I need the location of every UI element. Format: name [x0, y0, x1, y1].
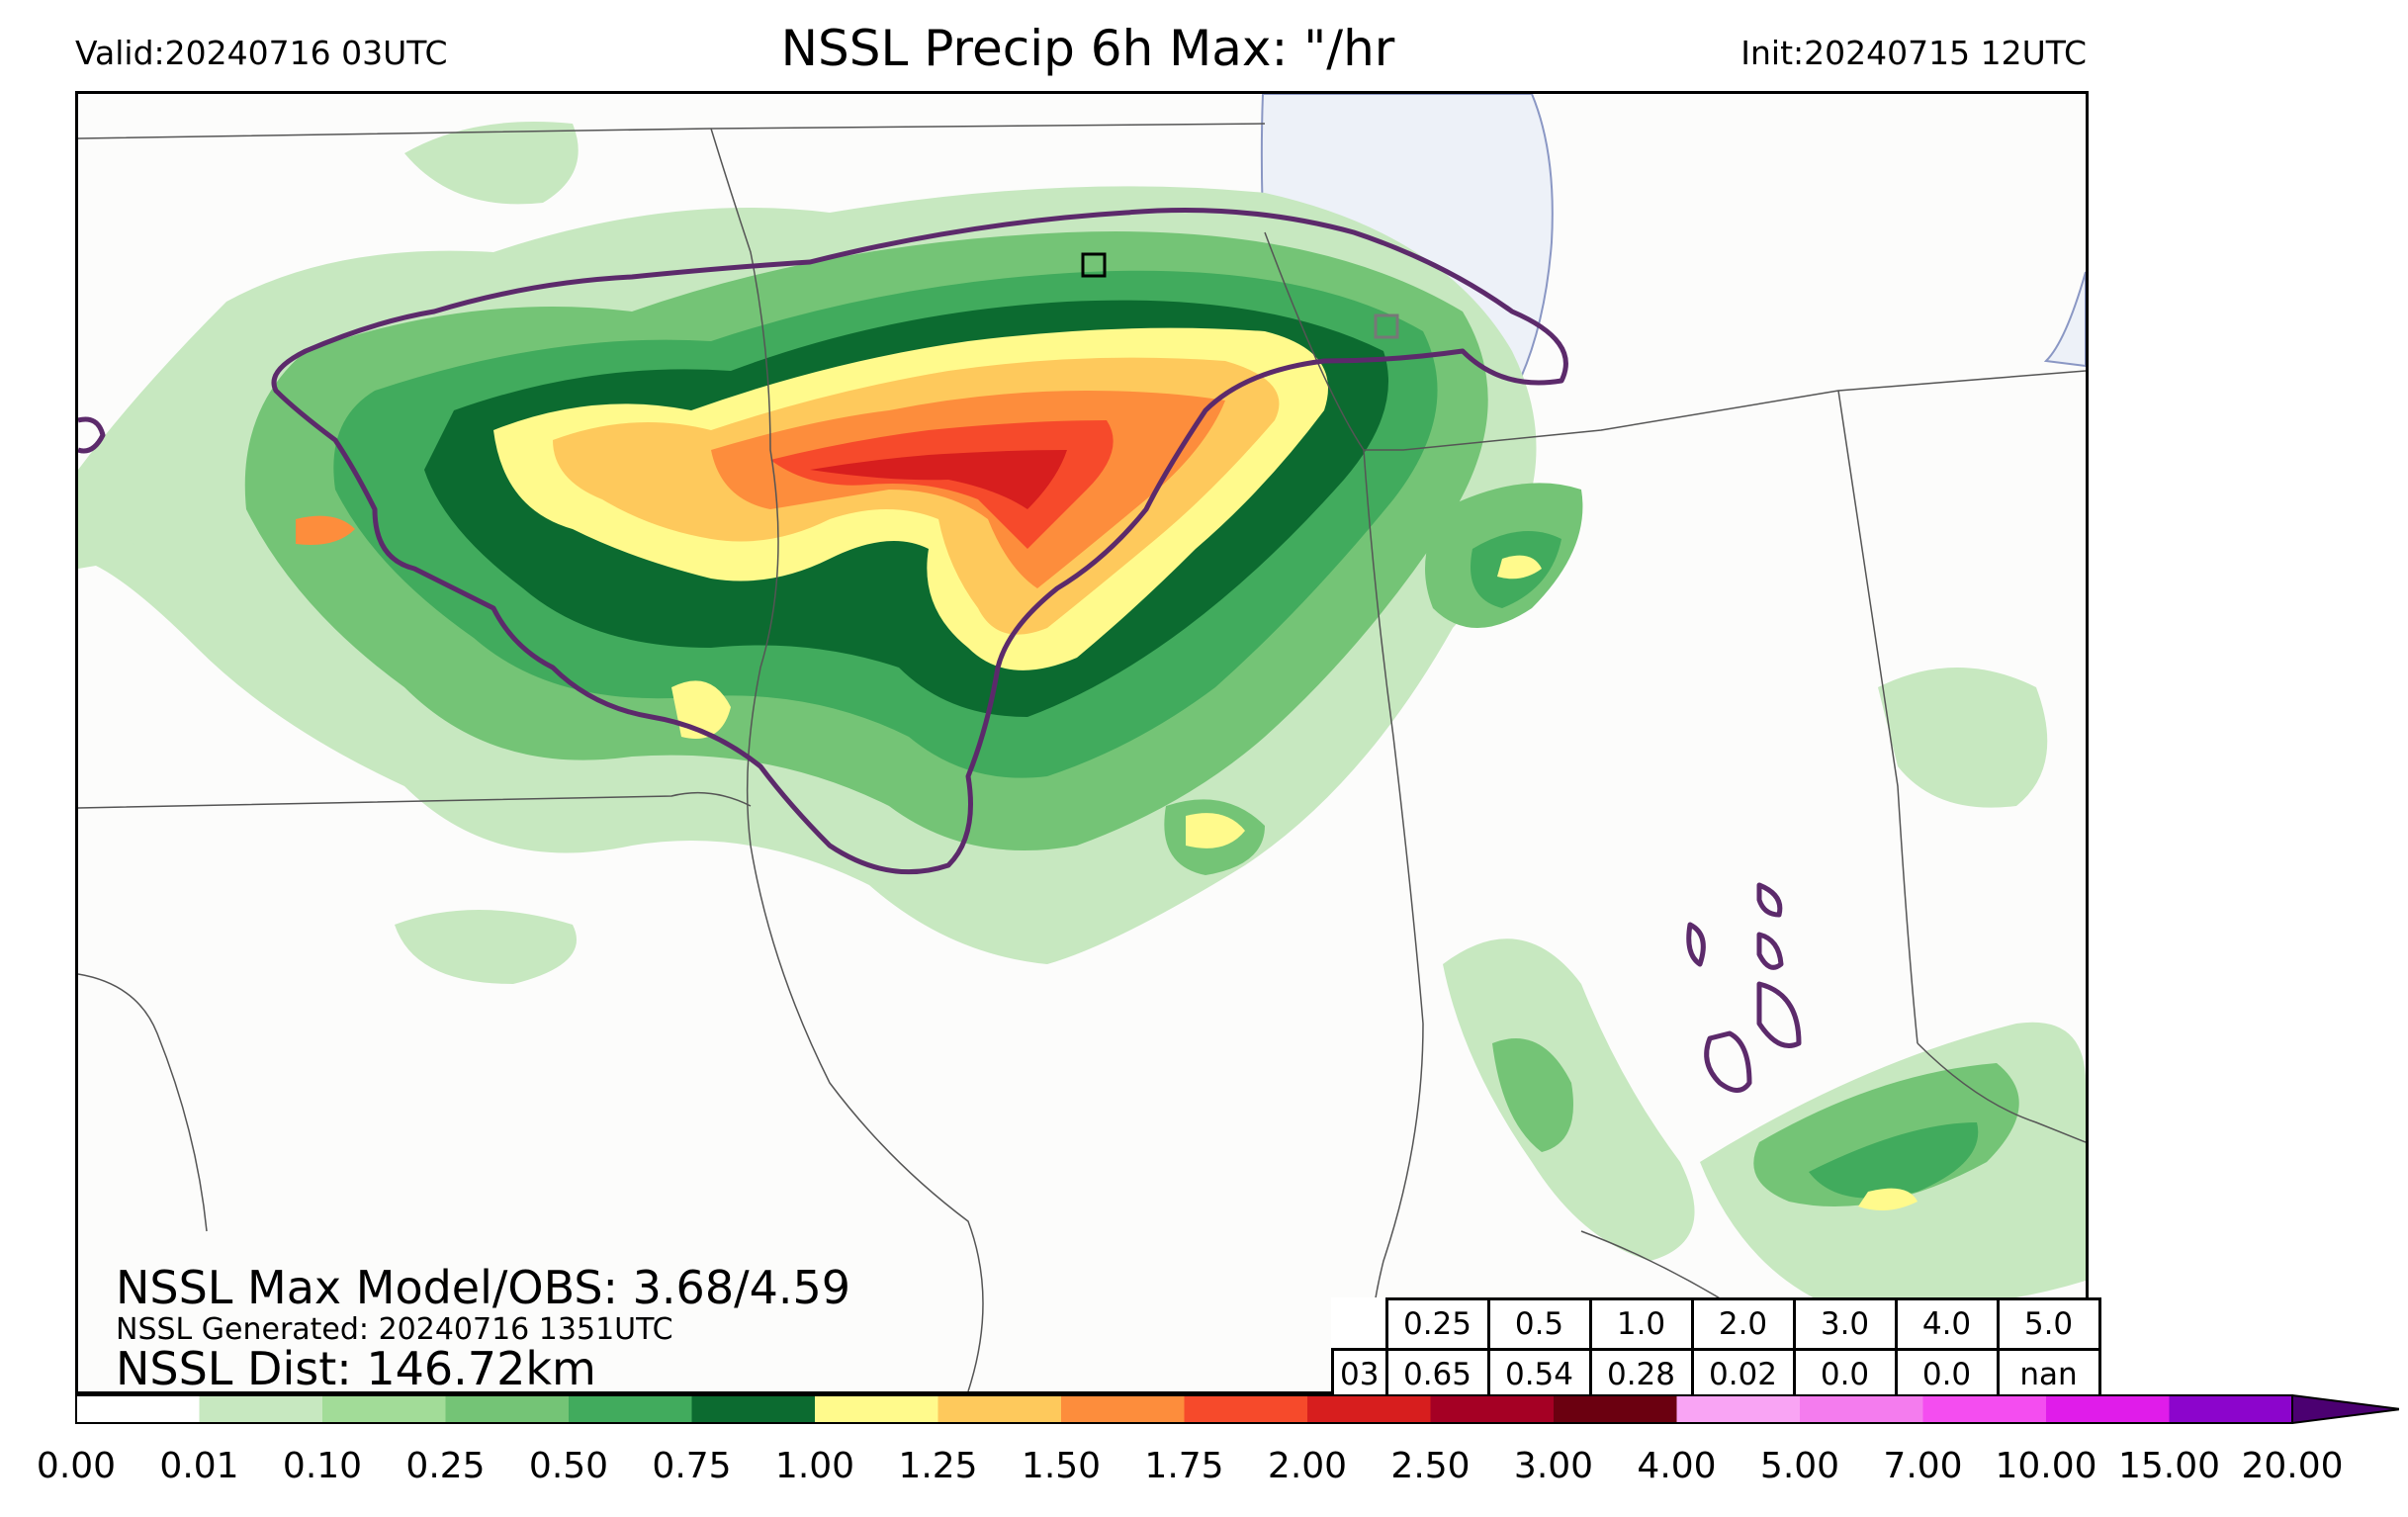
colorbar-tick-label: 5.00: [1759, 1446, 1840, 1486]
colorbar-segment: [815, 1395, 938, 1423]
colorbar-segment: [322, 1395, 446, 1423]
value-cell: 0.54: [1486, 1348, 1592, 1401]
valid-time: Valid:20240716 03UTC: [75, 34, 448, 72]
threshold-cell: 5.0: [1996, 1297, 2101, 1351]
colorbar-tick-label: 1.25: [898, 1446, 978, 1486]
threshold-cell: 2.0: [1690, 1297, 1796, 1351]
value-cell: 0.02: [1690, 1348, 1796, 1401]
colorbar-tick-label: 0.25: [405, 1446, 486, 1486]
threshold-cell: 3.0: [1792, 1297, 1898, 1351]
colorbar-segment: [1430, 1395, 1554, 1423]
colorbar-tick-label: 2.50: [1390, 1446, 1471, 1486]
threshold-cell: 4.0: [1894, 1297, 2000, 1351]
value-cell: 0.0: [1894, 1348, 2000, 1401]
max-obs-marker: [1374, 313, 1399, 339]
colorbar-segment: [445, 1395, 569, 1423]
colorbar-tick-label: 0.50: [528, 1446, 609, 1486]
colorbar-tick-label: 7.00: [1883, 1446, 1963, 1486]
colorbar-tick-label: 20.00: [2241, 1446, 2344, 1486]
max-model-marker: [1081, 252, 1107, 278]
colorbar-tick-label: 1.75: [1144, 1446, 1224, 1486]
colorbar-tick-label: 0.00: [36, 1446, 117, 1486]
colorbar-segment: [1061, 1395, 1185, 1423]
colorbar-tick-label: 3.00: [1513, 1446, 1594, 1486]
map-panel[interactable]: [75, 91, 2089, 1394]
value-cell: 0.28: [1588, 1348, 1694, 1401]
colorbar-extend-arrow: [2291, 1394, 2399, 1424]
chart-title: NSSL Precip 6h Max: "/hr: [780, 20, 1395, 77]
distance: NSSL Dist: 146.72km: [116, 1342, 596, 1395]
colorbar-tick-label: 0.01: [159, 1446, 239, 1486]
generated-time: NSSL Generated: 20240716 1351UTC: [116, 1312, 673, 1347]
colorbar-segment: [2046, 1395, 2170, 1423]
colorbar-segment: [1307, 1395, 1431, 1423]
threshold-row: 0.25 0.5 1.0 2.0 3.0 4.0 5.0: [1333, 1297, 2101, 1351]
colorbar-tick-label: 15.00: [2117, 1446, 2221, 1486]
colorbar-segment: [1676, 1395, 1800, 1423]
value-cell: nan: [1996, 1348, 2101, 1401]
colorbar-segment: [199, 1395, 322, 1423]
threshold-cell: 1.0: [1588, 1297, 1694, 1351]
threshold-cell: 0.25: [1384, 1297, 1490, 1351]
probability-table: 0.25 0.5 1.0 2.0 3.0 4.0 5.0 03 0.65 0.5…: [1331, 1297, 2101, 1401]
colorbar-segment: [1800, 1395, 1923, 1423]
colorbar-segment: [1554, 1395, 1677, 1423]
colorbar-tick-label: 10.00: [1995, 1446, 2097, 1486]
max-model-obs: NSSL Max Model/OBS: 3.68/4.59: [116, 1261, 851, 1314]
colorbar-segment: [2169, 1395, 2292, 1423]
colorbar-border: [75, 1394, 2293, 1424]
colorbar-segment: [691, 1395, 815, 1423]
colorbar: [75, 1394, 2399, 1424]
value-cell: 0.0: [1792, 1348, 1898, 1401]
colorbar-tick-label: 2.00: [1267, 1446, 1348, 1486]
colorbar-tick-label: 1.50: [1021, 1446, 1102, 1486]
threshold-cell: 0.5: [1486, 1297, 1592, 1351]
colorbar-segment: [569, 1395, 692, 1423]
colorbar-tick-label: 4.00: [1637, 1446, 1717, 1486]
value-row: 03 0.65 0.54 0.28 0.02 0.0 0.0 nan: [1331, 1348, 2101, 1401]
lake-erie-edge: [2043, 271, 2086, 368]
obs-contour-main: [271, 208, 1568, 875]
colorbar-segment: [76, 1395, 200, 1423]
init-time: Init:20240715 12UTC: [1740, 34, 2087, 72]
colorbar-segment: [937, 1395, 1061, 1423]
colorbar-segment: [1922, 1395, 2046, 1423]
colorbar-tick-label: 0.10: [282, 1446, 363, 1486]
row-label: 03: [1331, 1348, 1388, 1401]
colorbar-segment: [1184, 1395, 1307, 1423]
colorbar-tick-label: 1.00: [774, 1446, 855, 1486]
value-cell: 0.65: [1384, 1348, 1490, 1401]
precip-map: [78, 94, 2086, 1391]
colorbar-tick-label: 0.75: [652, 1446, 732, 1486]
